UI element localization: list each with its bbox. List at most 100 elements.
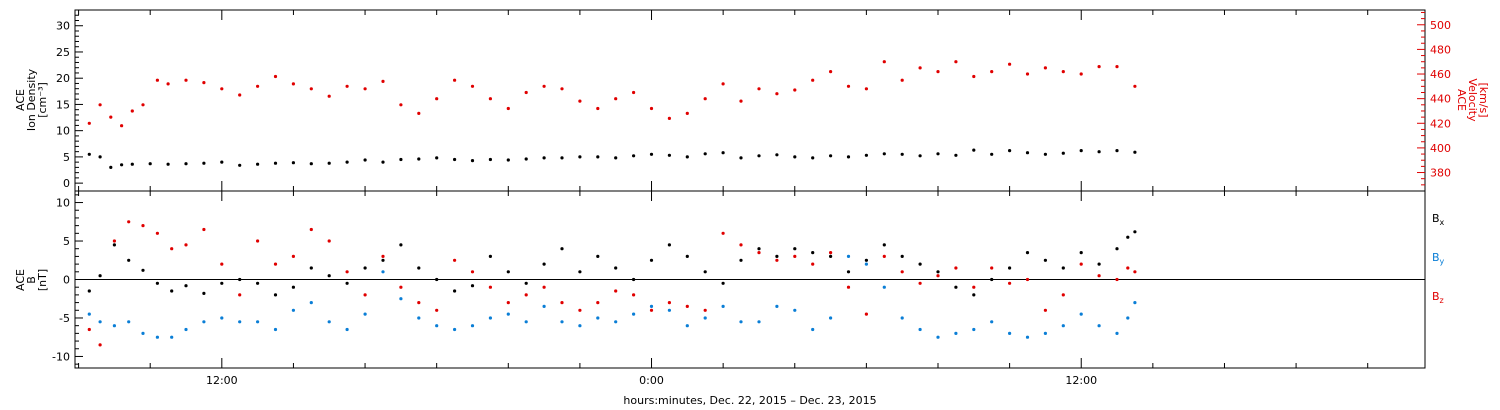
- density-point: [120, 163, 124, 167]
- x-axis-title: hours:minutes, Dec. 22, 2015 – Dec. 23, …: [623, 394, 876, 407]
- density-point: [560, 156, 564, 160]
- by-point: [1043, 331, 1047, 335]
- bx-point: [435, 277, 439, 282]
- by-point: [238, 320, 242, 324]
- density-point: [1061, 151, 1065, 155]
- velocity-point: [1025, 72, 1030, 76]
- velocity-point: [596, 106, 600, 111]
- by-point: [954, 331, 958, 335]
- bx-point: [98, 274, 102, 278]
- bz-point: [470, 270, 475, 274]
- density-point: [596, 155, 600, 159]
- velocity-point: [327, 94, 331, 98]
- density-point: [148, 162, 152, 166]
- bz-point: [667, 301, 672, 305]
- bottom-left-title-line-2: B: [25, 276, 38, 284]
- velocity-point: [470, 84, 475, 88]
- bottom-left-tick-label-2: 0: [63, 274, 70, 287]
- top-left-title-line-2: Ion Density: [25, 68, 38, 131]
- time-tick-label-0: 12:00: [206, 374, 238, 387]
- density-point: [417, 157, 421, 161]
- bz-point: [1097, 274, 1101, 278]
- density-point: [1115, 149, 1119, 153]
- by-point: [614, 320, 618, 324]
- density-point: [1133, 150, 1137, 154]
- velocity-point: [560, 87, 564, 91]
- by-point: [363, 312, 367, 316]
- bz-point: [256, 239, 260, 243]
- bz-point: [273, 262, 278, 266]
- velocity-point: [166, 82, 170, 86]
- velocity-point: [829, 70, 833, 74]
- legend-bz: Bz: [1432, 290, 1444, 305]
- bx-point: [578, 270, 582, 274]
- velocity-point: [667, 116, 672, 120]
- bx-point: [155, 281, 159, 285]
- density-point: [739, 156, 743, 160]
- density-point: [506, 158, 510, 162]
- bz-point: [1126, 266, 1130, 270]
- top-right-axis-title: ACE Velocity [km/s]: [1455, 78, 1490, 122]
- bx-point: [202, 291, 206, 295]
- velocity-point: [649, 106, 654, 111]
- bx-point: [87, 289, 91, 293]
- by-point: [864, 262, 869, 266]
- bx-point: [614, 266, 618, 270]
- bz-point: [381, 254, 385, 258]
- velocity-point: [703, 97, 707, 101]
- by-point: [1025, 335, 1030, 339]
- velocity-point: [685, 111, 689, 115]
- density-point: [381, 160, 385, 164]
- velocity-point: [273, 74, 278, 79]
- velocity-point: [120, 124, 124, 128]
- velocity-point: [98, 103, 102, 107]
- bz-point: [399, 285, 403, 289]
- density-point: [703, 152, 707, 156]
- top-left-tick-label-4: 20: [56, 72, 70, 85]
- bz-point: [127, 220, 131, 224]
- by-point: [470, 324, 475, 328]
- bx-point: [936, 270, 940, 274]
- bx-point: [703, 270, 707, 274]
- bx-point: [685, 254, 689, 258]
- density-point: [435, 156, 439, 160]
- bz-point: [345, 270, 349, 274]
- legend: Bx By Bz: [1432, 212, 1445, 305]
- bz-point: [560, 301, 564, 305]
- bz-point: [649, 308, 654, 312]
- top-left-tick-label-6: 30: [56, 20, 70, 33]
- bottom-left-tick-label-1: -5: [59, 312, 70, 325]
- density-point: [542, 156, 546, 160]
- density-point: [273, 161, 278, 165]
- bx-point: [954, 285, 958, 289]
- by-point: [793, 308, 797, 312]
- top-right-title-line-3: [km/s]: [1477, 82, 1490, 117]
- velocity-point: [846, 84, 851, 88]
- bz-point: [170, 247, 174, 251]
- density-point: [1025, 151, 1030, 155]
- bx-point: [1079, 251, 1083, 255]
- bz-point: [954, 266, 958, 270]
- top-left-axis-title: ACE Ion Density [cm⁻³]: [14, 68, 49, 131]
- velocity-point: [1043, 66, 1047, 70]
- top-left-tick-label-1: 5: [63, 151, 70, 164]
- bz-point: [141, 224, 145, 228]
- by-point: [256, 320, 260, 324]
- velocity-point: [793, 88, 797, 92]
- bz-point: [112, 239, 116, 243]
- velocity-point: [109, 115, 113, 119]
- density-point: [685, 155, 689, 159]
- top-left-tick-label-2: 10: [56, 125, 70, 138]
- bz-point: [435, 308, 439, 312]
- velocity-point: [87, 121, 91, 125]
- velocity-point: [578, 99, 582, 103]
- density-point: [972, 148, 976, 152]
- bx-point: [399, 243, 403, 247]
- by-point: [560, 320, 564, 324]
- velocity-point: [1079, 72, 1083, 76]
- bz-point: [1115, 277, 1119, 282]
- density-point: [109, 165, 113, 169]
- legend-bx-base: B: [1432, 212, 1440, 225]
- bz-point: [363, 293, 367, 297]
- velocity-point: [345, 84, 349, 88]
